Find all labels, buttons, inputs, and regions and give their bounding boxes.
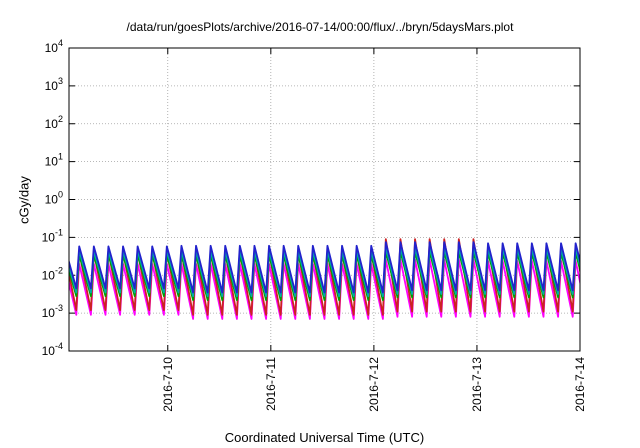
y-tick-label: 10-3 xyxy=(42,303,63,320)
y-tick-label: 104 xyxy=(45,38,63,55)
x-tick-label: 2016-7-12 xyxy=(367,357,381,412)
x-tick-label: 2016-7-10 xyxy=(161,357,175,412)
chart-title: /data/run/goesPlots/archive/2016-07-14/0… xyxy=(126,20,514,34)
y-tick-label: 101 xyxy=(45,152,63,169)
plot-frame xyxy=(68,47,581,352)
x-tick-label: 2016-7-14 xyxy=(573,357,587,412)
y-tick-label: 103 xyxy=(45,76,63,93)
x-tick-label: 2016-7-11 xyxy=(264,357,278,411)
y-tick-label: 10-2 xyxy=(42,265,63,282)
x-tick-label: 2016-7-13 xyxy=(470,357,484,412)
y-tick-label: 100 xyxy=(45,190,63,207)
series-line xyxy=(69,246,580,298)
series-line xyxy=(69,258,580,320)
x-axis-label: Coordinated Universal Time (UTC) xyxy=(224,430,425,445)
y-tick-label: 10-1 xyxy=(42,227,63,244)
y-tick-label: 102 xyxy=(45,114,63,131)
series-line xyxy=(69,241,580,294)
y-tick-label: 10-4 xyxy=(42,341,63,358)
